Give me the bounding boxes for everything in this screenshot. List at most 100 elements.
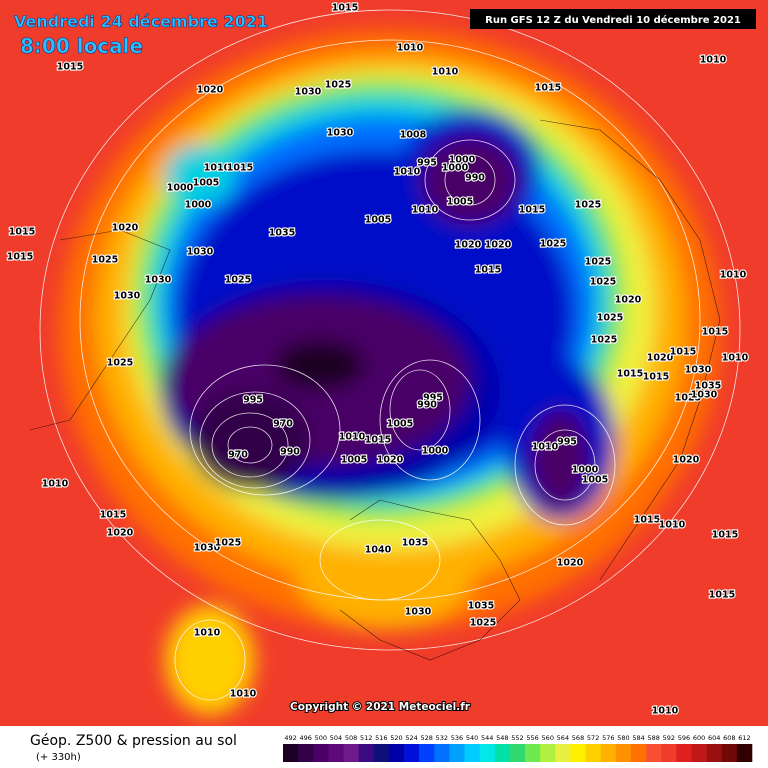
colorbar-label: 524 <box>405 734 417 742</box>
pressure-label: 1030 <box>194 543 221 554</box>
colorbar-cell <box>570 744 586 762</box>
pressure-label: 1020 <box>557 558 584 569</box>
pressure-label: 1010 <box>194 628 221 639</box>
pressure-label: 1030 <box>327 128 354 139</box>
pressure-label: 1020 <box>673 455 700 466</box>
colorbar-label: 544 <box>481 734 493 742</box>
pressure-label: 1010 <box>720 270 747 281</box>
pressure-label: 1025 <box>325 80 351 91</box>
time-title: 8:00 locale <box>20 34 143 58</box>
colorbar-cell <box>525 744 541 762</box>
pressure-label: 1000 <box>442 163 469 174</box>
colorbar-cell <box>555 744 571 762</box>
colorbar-label: 600 <box>693 734 705 742</box>
pressure-label: 990 <box>280 447 300 458</box>
pressure-label: 990 <box>465 173 485 184</box>
run-label: Run GFS 12 Z du Vendredi 10 décembre 202… <box>485 14 741 26</box>
pressure-label: 1025 <box>575 200 601 211</box>
pressure-label: 1010 <box>722 353 749 364</box>
pressure-label: 1010 <box>412 205 439 216</box>
pressure-label: 1030 <box>187 247 214 258</box>
colorbar-label: 556 <box>526 734 538 742</box>
pressure-label: 1005 <box>582 475 608 486</box>
pressure-label: 1020 <box>197 85 224 96</box>
pressure-label: 1015 <box>7 252 33 263</box>
pressure-label: 1010 <box>394 167 421 178</box>
pressure-label: 1015 <box>9 227 35 238</box>
pressure-label: 1020 <box>107 528 134 539</box>
pressure-label: 1010 <box>700 55 727 66</box>
pressure-label: 1005 <box>193 178 219 189</box>
pressure-label: 1015 <box>519 205 545 216</box>
colorbar-label: 512 <box>360 734 372 742</box>
pressure-label: 1025 <box>597 313 623 324</box>
pressure-label: 1030 <box>405 607 432 618</box>
pressure-label: 1020 <box>455 240 482 251</box>
colorbar-cell <box>449 744 465 762</box>
colorbar-cell <box>373 744 390 762</box>
pressure-label: 1015 <box>227 163 253 174</box>
pressure-label: 1025 <box>215 538 241 549</box>
pressure-label: 1020 <box>377 455 404 466</box>
pressure-label: 1000 <box>449 155 476 166</box>
colorbar-cell <box>419 744 435 762</box>
pressure-label: 1010 <box>652 706 679 717</box>
colorbar-label: 592 <box>663 734 675 742</box>
pressure-label: 995 <box>417 158 437 169</box>
footer-subtitle: (+ 330h) <box>36 752 81 763</box>
colorbar-label: 564 <box>557 734 569 742</box>
pressure-label: 1010 <box>339 432 366 443</box>
pressure-label: 1040 <box>365 545 392 556</box>
colorbar-cell <box>676 744 692 762</box>
colorbar-label: 540 <box>466 734 478 742</box>
pressure-label: 1010 <box>397 43 424 54</box>
pressure-label: 1008 <box>400 130 427 141</box>
colorbar-label: 580 <box>617 734 629 742</box>
colorbar-label: 500 <box>315 734 327 742</box>
colorbar-cell <box>494 744 511 762</box>
pressure-label: 1035 <box>695 381 721 392</box>
colorbar-cell <box>706 744 723 762</box>
pressure-label: 1005 <box>365 215 391 226</box>
pressure-label: 1025 <box>591 335 617 346</box>
colorbar-cell <box>630 744 647 762</box>
colorbar-cell <box>313 744 329 762</box>
pressure-label: 1020 <box>485 240 512 251</box>
colorbar-label: 588 <box>647 734 659 742</box>
pressure-label: 1000 <box>185 200 212 211</box>
colorbar-label: 608 <box>723 734 735 742</box>
pressure-label: 970 <box>273 419 293 430</box>
colorbar-label: 612 <box>738 734 750 742</box>
pressure-label: 995 <box>243 395 263 406</box>
pressure-label: 1010 <box>532 442 559 453</box>
date-title: Vendredi 24 décembre 2021 <box>14 12 268 31</box>
pressure-label: 1025 <box>585 257 611 268</box>
pressure-label: 1025 <box>675 393 701 404</box>
colorbar-label: 552 <box>511 734 523 742</box>
pressure-label: 1015 <box>634 515 660 526</box>
pressure-label: 1015 <box>365 435 391 446</box>
pressure-label: 1025 <box>590 277 616 288</box>
pressure-label: 1015 <box>617 369 643 380</box>
pressure-label: 1015 <box>332 3 358 14</box>
colorbar-cell <box>661 744 677 762</box>
colorbar-cell <box>615 744 632 762</box>
colorbar-cell <box>358 744 375 762</box>
pressure-label: 995 <box>557 437 577 448</box>
pressure-label: 1015 <box>535 83 561 94</box>
colorbar-label: 560 <box>542 734 554 742</box>
colorbar-cell <box>434 744 450 762</box>
colorbar-cell <box>646 744 662 762</box>
colorbar-cell <box>721 744 738 762</box>
colorbar-label: 516 <box>375 734 387 742</box>
pressure-label: 1015 <box>57 62 83 73</box>
pressure-label: 1025 <box>225 275 251 286</box>
pressure-label: 1015 <box>702 327 728 338</box>
pressure-label: 1025 <box>470 618 496 629</box>
pressure-label: 1015 <box>475 265 501 276</box>
pressure-label: 1005 <box>387 419 413 430</box>
pressure-label: 970 <box>228 450 248 461</box>
pressure-label: 1030 <box>295 87 322 98</box>
